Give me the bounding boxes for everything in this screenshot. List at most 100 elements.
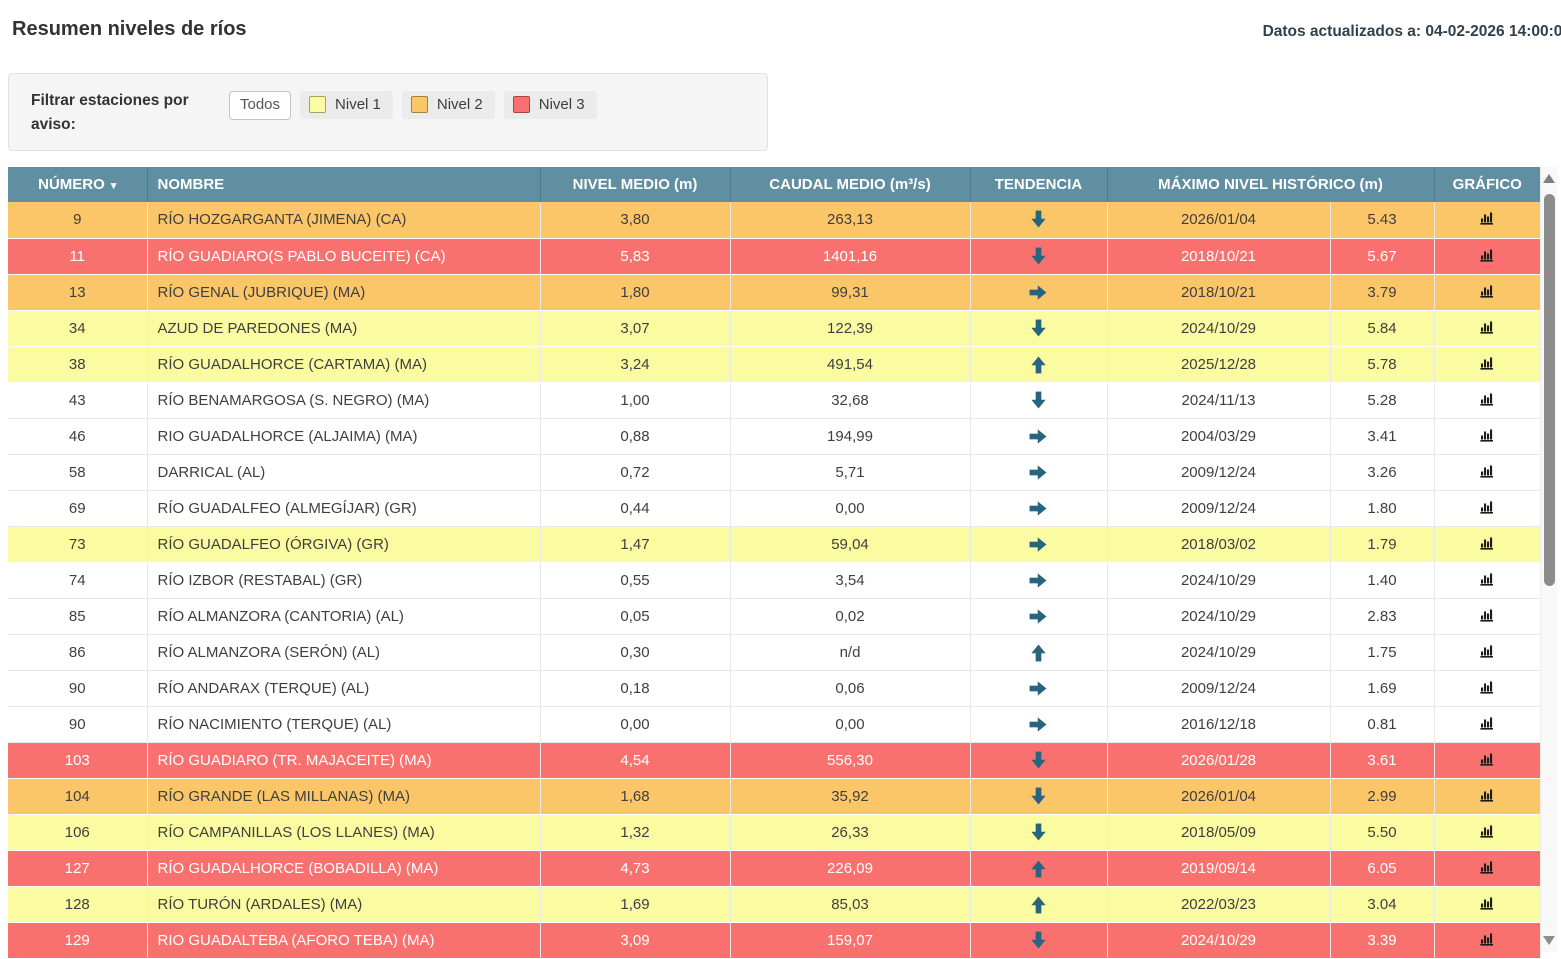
rivers-table: NÚMERO ▾ NOMBRE NIVEL MEDIO (m) CAUDAL ME… — [8, 167, 1541, 959]
header-caudal-medio[interactable]: CAUDAL MEDIO (m³/s) — [730, 167, 971, 202]
chart-icon[interactable] — [1479, 895, 1496, 910]
cell-nombre: RÍO BENAMARGOSA (S. NEGRO) (MA) — [147, 382, 541, 419]
chart-icon[interactable] — [1479, 283, 1496, 298]
cell-max-fecha: 2004/03/29 — [1107, 418, 1331, 455]
cell-nombre: RÍO GUADALFEO (ÓRGIVA) (GR) — [147, 526, 541, 563]
filter-nivel1-button[interactable]: Nivel 1 — [300, 91, 393, 120]
cell-numero: 106 — [8, 814, 148, 851]
cell-grafico — [1434, 922, 1541, 959]
table-row: 11 RÍO GUADIARO(S PABLO BUCEITE) (CA) 5,… — [8, 238, 1541, 275]
table-row: 69 RÍO GUADALFEO (ALMEGÍJAR) (GR) 0,44 0… — [8, 490, 1541, 527]
cell-tendencia — [970, 598, 1108, 635]
chart-icon[interactable] — [1479, 391, 1496, 406]
chart-icon[interactable] — [1479, 679, 1496, 694]
cell-grafico — [1434, 886, 1541, 923]
filter-nivel3-button[interactable]: Nivel 3 — [503, 91, 597, 120]
chart-icon[interactable] — [1479, 247, 1496, 262]
cell-tendencia — [970, 526, 1108, 563]
cell-nombre: RÍO IZBOR (RESTABAL) (GR) — [147, 562, 541, 599]
table-row: 38 RÍO GUADALHORCE (CARTAMA) (MA) 3,24 4… — [8, 346, 1541, 383]
cell-nivel-medio: 3,80 — [540, 202, 731, 239]
chart-icon[interactable] — [1479, 643, 1496, 658]
table-row: 73 RÍO GUADALFEO (ÓRGIVA) (GR) 1,47 59,0… — [8, 526, 1541, 563]
cell-tendencia — [970, 634, 1108, 671]
cell-tendencia — [970, 814, 1108, 851]
cell-grafico — [1434, 562, 1541, 599]
header-nombre[interactable]: NOMBRE — [147, 167, 541, 202]
cell-caudal-medio: 0,02 — [730, 598, 971, 635]
cell-max-fecha: 2026/01/28 — [1107, 742, 1331, 779]
chart-icon[interactable] — [1479, 463, 1496, 478]
header-maximo-historico[interactable]: MÁXIMO NIVEL HISTÓRICO (m) — [1107, 167, 1435, 202]
cell-nombre: RÍO ANDARAX (TERQUE) (AL) — [147, 670, 541, 707]
cell-caudal-medio: n/d — [730, 634, 971, 671]
cell-nivel-medio: 1,47 — [540, 526, 731, 563]
cell-nivel-medio: 4,73 — [540, 850, 731, 887]
trend-arrow-icon — [1031, 931, 1046, 948]
cell-caudal-medio: 35,92 — [730, 778, 971, 815]
chart-icon[interactable] — [1479, 751, 1496, 766]
cell-numero: 103 — [8, 742, 148, 779]
chart-icon[interactable] — [1479, 859, 1496, 874]
table-row: 13 RÍO GENAL (JUBRIQUE) (MA) 1,80 99,31 … — [8, 274, 1541, 311]
chart-icon[interactable] — [1479, 499, 1496, 514]
scrollbar-thumb[interactable] — [1544, 194, 1555, 586]
trend-arrow-icon — [1031, 319, 1046, 336]
chart-icon[interactable] — [1479, 931, 1496, 946]
cell-max-nivel: 5.43 — [1330, 202, 1435, 239]
cell-nivel-medio: 1,00 — [540, 382, 731, 419]
chart-icon[interactable] — [1479, 823, 1496, 838]
cell-max-fecha: 2018/03/02 — [1107, 526, 1331, 563]
cell-nivel-medio: 4,54 — [540, 742, 731, 779]
cell-numero: 38 — [8, 346, 148, 383]
cell-tendencia — [970, 310, 1108, 347]
scroll-down-icon[interactable] — [1543, 936, 1555, 945]
table-body: 9 RÍO HOZGARGANTA (JIMENA) (CA) 3,80 263… — [8, 202, 1541, 959]
header-numero[interactable]: NÚMERO ▾ — [8, 167, 148, 202]
nivel2-label: Nivel 2 — [436, 96, 483, 114]
chart-icon[interactable] — [1479, 715, 1496, 730]
filter-todos-button[interactable]: Todos — [229, 91, 292, 120]
header-tendencia[interactable]: TENDENCIA — [970, 167, 1108, 202]
chart-icon[interactable] — [1479, 607, 1496, 622]
scrollbar[interactable] — [1540, 167, 1557, 952]
cell-nivel-medio: 1,32 — [540, 814, 731, 851]
chart-icon[interactable] — [1479, 535, 1496, 550]
cell-caudal-medio: 159,07 — [730, 922, 971, 959]
header-nivel-medio[interactable]: NIVEL MEDIO (m) — [540, 167, 731, 202]
table-row: 128 RÍO TURÓN (ARDALES) (MA) 1,69 85,03 … — [8, 886, 1541, 923]
chart-icon[interactable] — [1479, 427, 1496, 442]
chart-icon[interactable] — [1479, 210, 1496, 225]
cell-max-fecha: 2019/09/14 — [1107, 850, 1331, 887]
chart-icon[interactable] — [1479, 355, 1496, 370]
cell-nivel-medio: 1,80 — [540, 274, 731, 311]
cell-nombre: RÍO GUADIARO(S PABLO BUCEITE) (CA) — [147, 238, 541, 275]
trend-arrow-icon — [1029, 680, 1047, 696]
chart-icon[interactable] — [1479, 319, 1496, 334]
sort-desc-icon: ▾ — [110, 180, 117, 192]
cell-max-nivel: 5.84 — [1330, 310, 1435, 347]
cell-nivel-medio: 1,69 — [540, 886, 731, 923]
cell-caudal-medio: 3,54 — [730, 562, 971, 599]
scroll-up-icon[interactable] — [1543, 174, 1555, 183]
cell-max-fecha: 2025/12/28 — [1107, 346, 1331, 383]
chart-icon[interactable] — [1479, 787, 1496, 802]
cell-nombre: RÍO CAMPANILLAS (LOS LLANES) (MA) — [147, 814, 541, 851]
cell-nivel-medio: 3,24 — [540, 346, 731, 383]
cell-max-nivel: 3.61 — [1330, 742, 1435, 779]
cell-grafico — [1434, 670, 1541, 707]
cell-nombre: RIO GUADALTEBA (AFORO TEBA) (MA) — [147, 922, 541, 959]
cell-caudal-medio: 0,00 — [730, 706, 971, 743]
cell-tendencia — [970, 886, 1108, 923]
cell-nombre: RÍO GUADIARO (TR. MAJACEITE) (MA) — [147, 742, 541, 779]
cell-max-fecha: 2026/01/04 — [1107, 202, 1331, 239]
cell-nivel-medio: 3,07 — [540, 310, 731, 347]
header-grafico[interactable]: GRÁFICO — [1434, 167, 1541, 202]
filter-nivel2-button[interactable]: Nivel 2 — [401, 91, 495, 120]
nivel2-color-swatch — [410, 96, 428, 114]
chart-icon[interactable] — [1479, 571, 1496, 586]
cell-tendencia — [970, 274, 1108, 311]
cell-max-fecha: 2024/10/29 — [1107, 922, 1331, 959]
cell-caudal-medio: 32,68 — [730, 382, 971, 419]
cell-max-fecha: 2016/12/18 — [1107, 706, 1331, 743]
